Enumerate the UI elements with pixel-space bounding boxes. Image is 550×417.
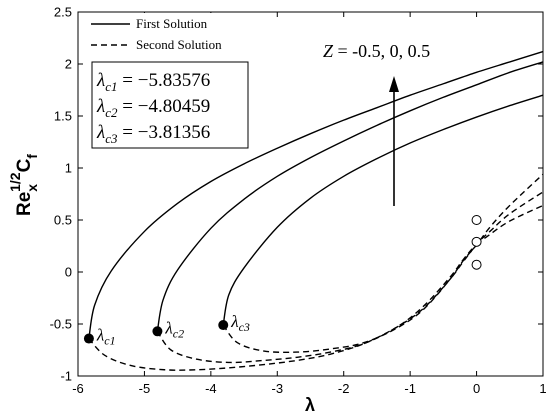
critical-label-2: λc2 — [164, 318, 184, 340]
x-axis-title: λ — [305, 395, 315, 415]
critical-label-1: λc1 — [96, 326, 116, 348]
x-tick-label-4: -2 — [338, 381, 350, 396]
critical-label-3: λc3 — [230, 312, 250, 334]
open-marker-1 — [471, 236, 482, 247]
open-marker-2 — [471, 215, 482, 225]
critical-value-2: λc2 = −4.80459 — [96, 96, 210, 120]
x-tick-label-1: -5 — [139, 381, 151, 396]
plot-frame — [77, 11, 544, 377]
x-tick-label-0: -6 — [72, 381, 84, 396]
y-tick-label-2: 0 — [65, 265, 72, 280]
series-dashed-3 — [88, 204, 544, 371]
open-marker-0 — [471, 259, 482, 270]
critical-point-1 — [83, 333, 94, 344]
critical-labels: λc1 λc2 λc3 — [96, 312, 250, 348]
legend-label-second: Second Solution — [136, 37, 222, 52]
x-tick-label-3: -3 — [272, 381, 284, 396]
legend: First Solution Second Solution — [87, 13, 257, 53]
y-tick-label-3: 0.5 — [54, 213, 72, 228]
z-arrow-head — [389, 76, 399, 92]
legend-label-first: First Solution — [136, 16, 208, 31]
x-tick-label-5: -1 — [404, 381, 416, 396]
y-tick-label-4: 1 — [65, 161, 72, 176]
series-solid-1 — [156, 61, 544, 332]
legend-box — [87, 13, 257, 53]
y-tick-label-0: -1 — [60, 369, 72, 384]
critical-value-3: λc3 = −3.81356 — [96, 122, 210, 146]
x-tick-label-7: 1 — [539, 381, 546, 396]
x-tick-label-6: 0 — [473, 381, 480, 396]
critical-values-box: λc1 = −5.83576 λc2 = −4.80459 λc3 = −3.8… — [91, 61, 249, 149]
y-tick-label-7: 2.5 — [54, 5, 72, 20]
x-tick-label-2: -4 — [205, 381, 217, 396]
series-dashed-4 — [156, 191, 544, 364]
series-solid-0 — [88, 50, 544, 339]
critical-value-1: λc1 = −5.83576 — [96, 70, 210, 94]
y-tick-label-1: -0.5 — [50, 317, 72, 332]
critical-box-frame — [91, 61, 249, 149]
critical-point-2 — [152, 326, 163, 337]
series-solid-2 — [222, 94, 544, 326]
y-tick-label-6: 2 — [65, 57, 72, 72]
series-layer — [88, 50, 544, 371]
z-annotation: Z = -0.5, 0, 0.5 — [323, 41, 430, 206]
series-dashed-5 — [222, 173, 544, 354]
z-annotation-text: Z = -0.5, 0, 0.5 — [323, 41, 430, 61]
marker-layer — [83, 215, 482, 344]
y-axis-title: Rex1/2Cf — [7, 154, 40, 216]
y-tick-label-5: 1.5 — [54, 109, 72, 124]
axes-layer — [77, 11, 544, 377]
critical-point-3 — [218, 320, 229, 331]
